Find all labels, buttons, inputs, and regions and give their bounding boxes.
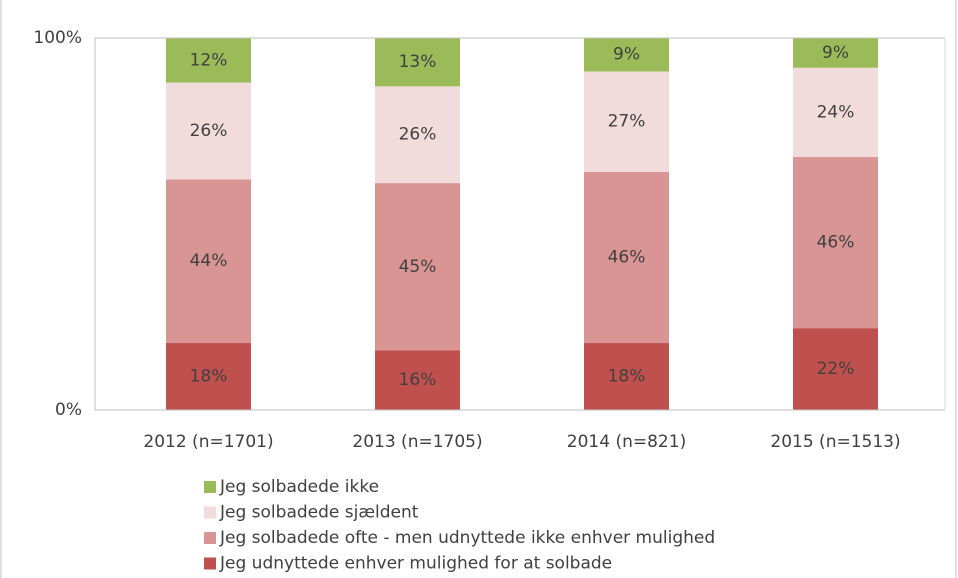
bar-segment xyxy=(375,183,460,351)
bar-segment xyxy=(793,67,878,158)
bar-segment xyxy=(584,171,669,344)
value-label: 9% xyxy=(822,43,849,63)
value-label: 13% xyxy=(399,52,437,72)
bar-segment xyxy=(584,343,669,410)
value-label: 27% xyxy=(608,112,646,132)
value-label: 46% xyxy=(608,247,646,267)
legend-swatch xyxy=(204,557,216,570)
bar-segment xyxy=(166,82,251,180)
legend-label: Jeg udnyttede enhver mulighed for at sol… xyxy=(219,554,612,574)
value-label: 18% xyxy=(190,367,228,387)
x-tick-label: 2012 (n=1701) xyxy=(143,432,273,452)
bar-segment xyxy=(166,343,251,410)
bars xyxy=(166,38,878,410)
legend-swatch xyxy=(204,506,216,519)
bar-segment xyxy=(375,38,460,87)
bar-segment xyxy=(793,157,878,329)
x-tick-label: 2015 (n=1513) xyxy=(770,432,900,452)
bar-segment xyxy=(375,86,460,184)
bar-segment xyxy=(793,328,878,410)
value-label: 18% xyxy=(608,367,646,387)
legend-label: Jeg solbadede ikke xyxy=(219,477,379,497)
value-label: 24% xyxy=(817,102,855,122)
value-label: 45% xyxy=(399,257,437,277)
legend-swatch xyxy=(204,481,216,493)
bar-segment xyxy=(375,350,460,410)
bar-segment xyxy=(166,38,251,83)
legend-label: Jeg solbadede ofte - men udnyttede ikke … xyxy=(219,528,715,548)
bar-segment xyxy=(166,179,251,344)
x-tick-label: 2014 (n=821) xyxy=(567,432,686,452)
value-label: 22% xyxy=(817,359,855,379)
bar-segment xyxy=(793,38,878,68)
value-label: 26% xyxy=(399,125,437,145)
bar-segment xyxy=(584,38,669,72)
x-tick-label: 2013 (n=1705) xyxy=(352,432,482,452)
bar-segment xyxy=(584,71,669,172)
value-label: 9% xyxy=(613,45,640,65)
value-label: 16% xyxy=(399,370,437,390)
value-label: 12% xyxy=(190,50,228,70)
legend-label: Jeg solbadede sjældent xyxy=(219,503,419,523)
value-label: 44% xyxy=(190,251,228,271)
value-label: 26% xyxy=(190,121,228,141)
y-tick-label: 0% xyxy=(55,400,82,420)
value-label: 46% xyxy=(817,233,855,253)
legend-swatch xyxy=(204,532,216,544)
y-tick-label: 100% xyxy=(33,28,82,48)
